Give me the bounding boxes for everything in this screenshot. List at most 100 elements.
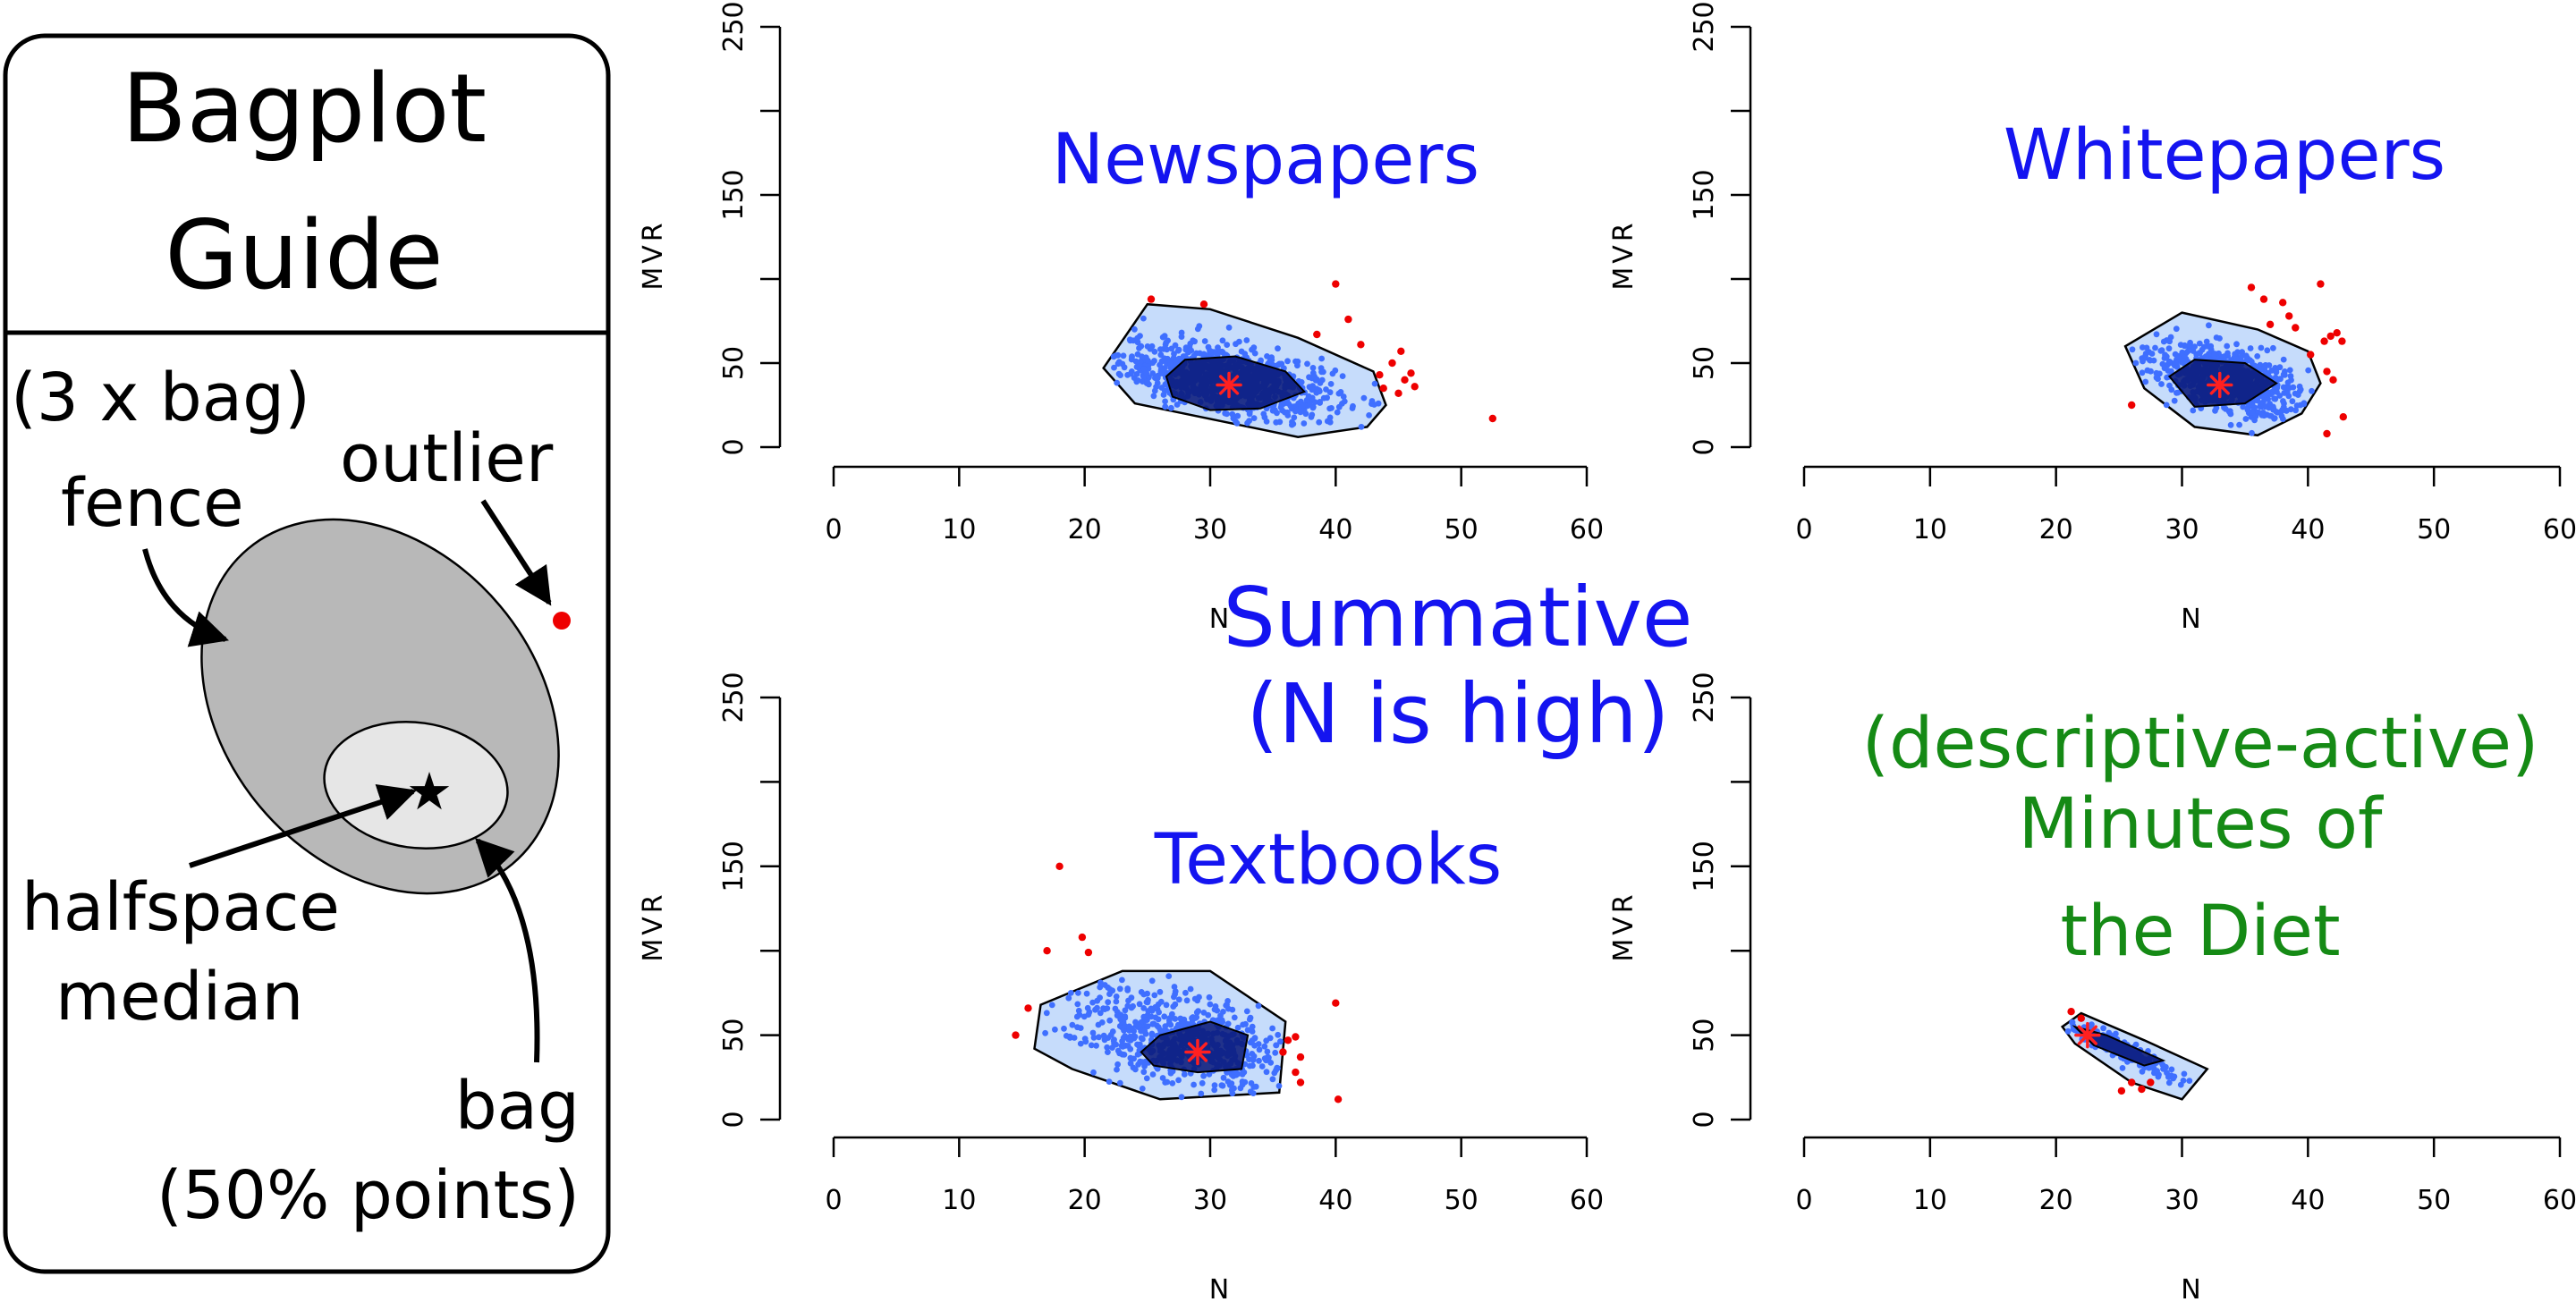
data-point (2160, 338, 2167, 345)
data-point (1243, 1008, 1250, 1015)
data-point (1114, 379, 1121, 386)
guide-fence-label-line2: fence (61, 465, 244, 542)
data-point (1114, 1066, 1120, 1073)
data-point (1138, 989, 1145, 995)
y-axis: 0 50 150 250 MVR (1608, 1, 1752, 456)
data-point (1170, 1003, 1177, 1010)
data-point (1128, 1025, 1135, 1032)
data-point (1275, 1083, 1283, 1089)
data-point (1157, 361, 1163, 368)
data-point (1140, 1069, 1148, 1076)
data-point (1119, 1038, 1125, 1044)
data-point (2261, 403, 2268, 410)
guide-title-line2: Guide (165, 200, 443, 310)
data-point (1175, 1077, 1182, 1084)
data-point (1183, 1020, 1191, 1027)
descriptive-label-line1: (descriptive-active) (1862, 704, 2539, 784)
data-point (1309, 375, 1316, 382)
guide-median-arrow (189, 783, 417, 868)
data-point (2249, 429, 2255, 436)
data-point (1164, 346, 1170, 353)
data-point (1139, 353, 1145, 360)
data-point (1114, 1061, 1121, 1068)
x-axis: 0 10 20 30 40 50 60 N (825, 1136, 1604, 1302)
outlier-point (1407, 369, 1415, 377)
data-point (2158, 381, 2165, 387)
data-point (1120, 1044, 1126, 1050)
data-point (1275, 345, 1281, 352)
data-point (1260, 410, 1267, 418)
outlier-point (1043, 947, 1051, 955)
data-point (1164, 355, 1171, 362)
data-point (1273, 1042, 1279, 1049)
data-point (1264, 353, 1270, 359)
data-point (2180, 1078, 2187, 1084)
data-point (2113, 1030, 2119, 1037)
x-tick-label: 50 (1445, 1185, 1479, 1216)
data-point (1150, 1020, 1157, 1027)
data-point (1366, 412, 1372, 418)
outlier-point (2117, 1086, 2126, 1095)
data-point (2285, 393, 2292, 400)
data-point (1326, 418, 1334, 426)
data-point (1309, 404, 1317, 411)
data-point (1183, 997, 1191, 1004)
guide-title-line1: Bagplot (122, 54, 487, 164)
data-point (2254, 353, 2261, 359)
data-point (1090, 1034, 1097, 1041)
data-point (1134, 334, 1141, 342)
median-marker (1216, 371, 1242, 399)
data-point (1156, 1009, 1162, 1016)
data-point (2270, 403, 2276, 410)
data-point (1220, 1074, 1227, 1081)
data-point (1154, 376, 1160, 383)
data-point (1120, 352, 1127, 359)
data-point (1233, 418, 1239, 425)
data-point (1229, 1090, 1236, 1097)
data-point (2153, 331, 2160, 338)
x-tick-label: 60 (1570, 1185, 1604, 1216)
data-point (2309, 387, 2315, 394)
data-point (1106, 1017, 1114, 1024)
data-point (2132, 359, 2140, 367)
data-point (2273, 409, 2280, 415)
data-point (1094, 1004, 1100, 1011)
data-point (2190, 407, 2197, 414)
outlier-point (1292, 1033, 1300, 1041)
data-point (1368, 398, 1376, 404)
data-point (1326, 405, 1333, 412)
data-point (1089, 1029, 1097, 1036)
y-tick-label: 150 (1689, 841, 1720, 892)
outlier-point (2320, 337, 2328, 345)
descriptive-label-line2: Minutes of (2018, 784, 2384, 865)
data-point (2232, 351, 2239, 358)
outlier-point (2247, 283, 2256, 292)
guide-outlier-dot (553, 612, 571, 630)
data-point (2233, 356, 2240, 363)
data-point (1226, 1082, 1233, 1088)
data-point (1151, 992, 1158, 999)
data-point (2166, 359, 2174, 367)
data-point (1261, 1043, 1268, 1050)
data-point (2153, 369, 2160, 376)
data-point (1134, 1041, 1140, 1048)
data-point (1200, 351, 1208, 358)
data-point (1168, 345, 1175, 352)
data-point (1250, 1053, 1258, 1060)
data-point (2132, 1041, 2140, 1048)
data-point (1251, 350, 1258, 357)
median-stroke (1187, 1042, 1208, 1062)
data-point (1077, 1040, 1084, 1047)
data-point (1264, 1048, 1271, 1055)
data-point (1218, 1082, 1225, 1089)
data-point (1277, 404, 1284, 410)
data-point (1148, 977, 1156, 985)
data-point (2203, 338, 2210, 345)
data-point (1178, 329, 1185, 336)
data-point (1162, 1023, 1169, 1029)
data-point (1157, 998, 1165, 1005)
data-point (1207, 348, 1214, 354)
data-point (2280, 398, 2286, 404)
data-point (2150, 357, 2157, 364)
